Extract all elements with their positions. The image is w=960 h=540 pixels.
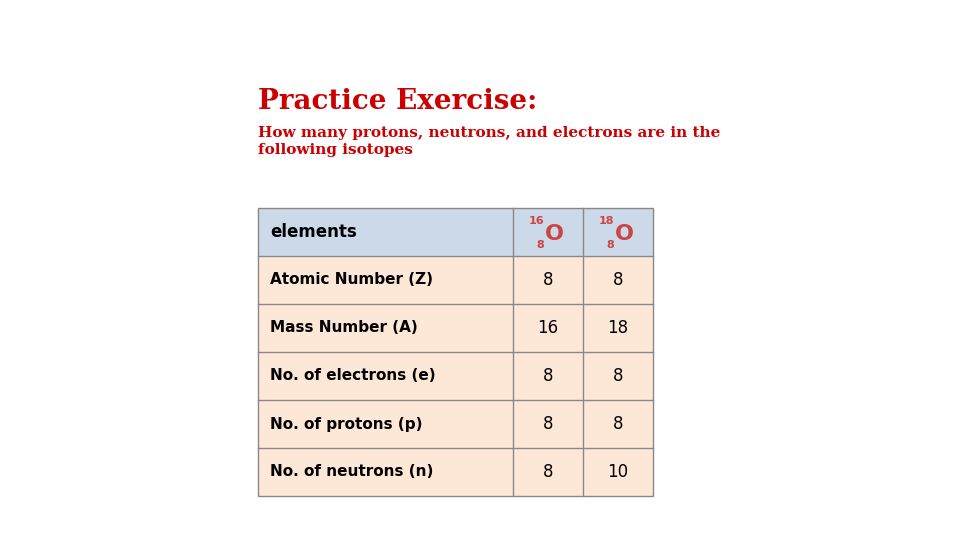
Text: No. of electrons (e): No. of electrons (e) [270,368,436,383]
Text: 8: 8 [542,415,553,433]
Text: 8: 8 [542,271,553,289]
Text: O: O [614,224,634,244]
Text: 16: 16 [538,319,559,337]
Bar [258,208,653,496]
Text: O: O [544,224,564,244]
Text: 16: 16 [528,216,544,226]
Text: Mass Number (A): Mass Number (A) [270,321,418,335]
Text: following isotopes: following isotopes [258,143,413,157]
Text: elements: elements [270,223,357,241]
Text: 8: 8 [542,367,553,385]
Text: 8: 8 [607,240,614,250]
Text: 18: 18 [608,319,629,337]
Text: 18: 18 [598,216,614,226]
Text: 8: 8 [612,415,623,433]
Text: No. of protons (p): No. of protons (p) [270,416,422,431]
Bar [258,304,653,352]
Text: 8: 8 [542,463,553,481]
Bar [258,208,653,256]
Text: How many protons, neutrons, and electrons are in the: How many protons, neutrons, and electron… [258,126,720,140]
Text: 8: 8 [537,240,544,250]
Bar [258,256,653,304]
Bar [258,352,653,400]
Bar [258,400,653,448]
Text: 10: 10 [608,463,629,481]
Text: 8: 8 [612,271,623,289]
Text: 8: 8 [612,367,623,385]
Text: Atomic Number (Z): Atomic Number (Z) [270,273,433,287]
Text: No. of neutrons (n): No. of neutrons (n) [270,464,433,480]
Bar [258,448,653,496]
Text: Practice Exercise:: Practice Exercise: [258,88,538,115]
